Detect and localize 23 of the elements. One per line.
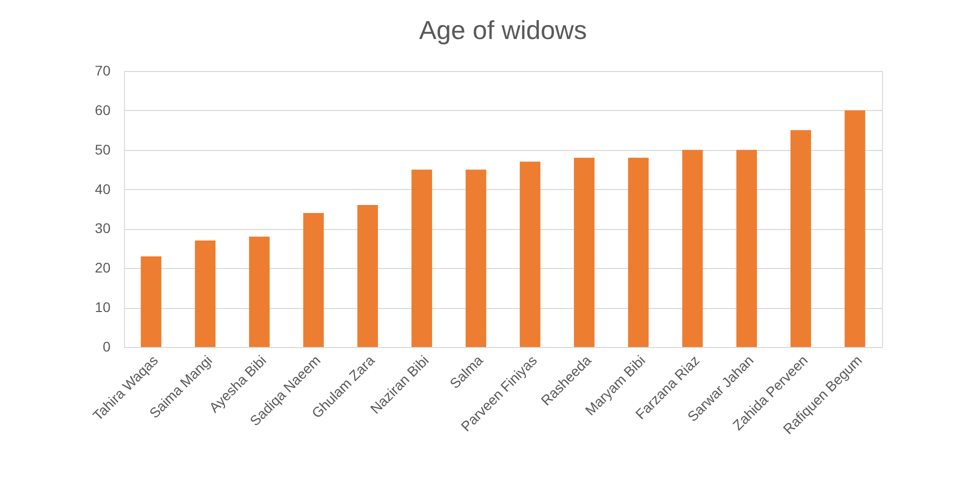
bar: [628, 158, 649, 347]
y-tick-label: 40: [94, 180, 111, 197]
bar: [466, 170, 486, 347]
bar: [357, 205, 378, 347]
bar: [520, 162, 540, 347]
y-tick-label: 20: [94, 260, 111, 276]
chart-title: Age of widows: [419, 15, 587, 45]
y-tick-label: 60: [94, 102, 111, 118]
bar: [736, 150, 757, 347]
bar: [574, 158, 594, 347]
bar: [140, 256, 162, 347]
bar: [249, 236, 270, 347]
y-tick-label: 50: [94, 141, 111, 158]
bar: [412, 170, 432, 347]
bar: [790, 130, 812, 347]
y-tick-label: 10: [94, 299, 111, 316]
bar: [194, 240, 216, 347]
y-tick-label: 0: [102, 338, 111, 354]
y-tick-label: 30: [94, 220, 111, 236]
bar: [844, 110, 866, 347]
bar: [303, 212, 324, 347]
y-tick-label: 70: [94, 62, 111, 78]
bar: [682, 150, 703, 347]
